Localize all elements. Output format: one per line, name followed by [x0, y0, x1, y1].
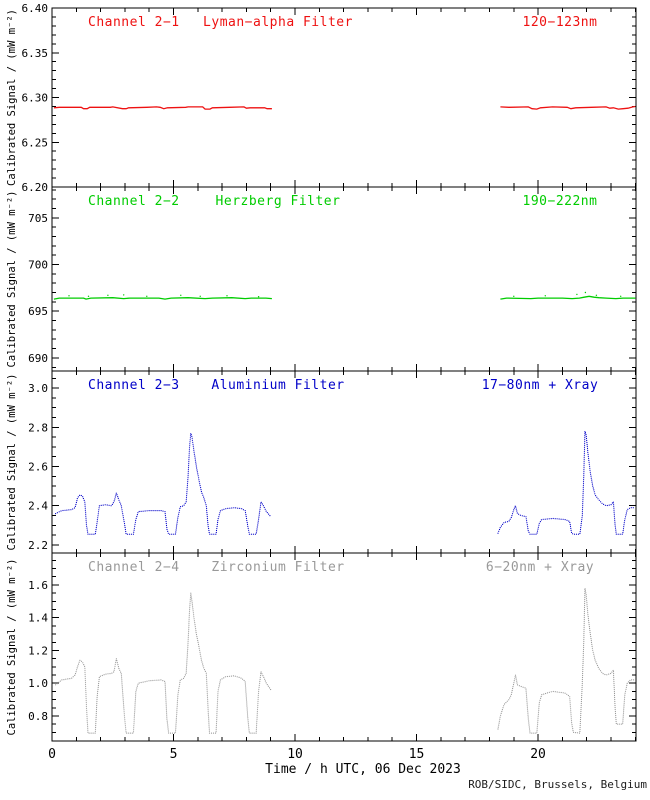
x-tick-label: 20	[530, 747, 546, 762]
y-tick-label: 6.20	[22, 181, 49, 194]
y-tick-label: 6.30	[22, 92, 49, 105]
data-series-line	[53, 297, 272, 300]
data-scatter-dot	[226, 295, 228, 297]
x-tick-label: 10	[287, 747, 303, 762]
y-tick-label: 6.35	[22, 47, 49, 60]
data-series-dots	[55, 592, 272, 734]
y-axis-title: Calibrated Signal / (mW m⁻²)	[6, 558, 18, 735]
data-series-line	[500, 105, 636, 110]
y-tick-label: 700	[28, 259, 48, 272]
panel-band-label: 120−123nm	[523, 15, 598, 30]
y-tick-label: 6.40	[22, 2, 49, 15]
y-axis-title: Calibrated Signal / (mW m⁻²)	[6, 373, 18, 550]
panel-channel-label: Channel 2−4	[88, 560, 180, 575]
panel-channel-label: Channel 2−1	[88, 15, 180, 30]
data-scatter-dot	[107, 294, 109, 296]
panel-frame	[51, 7, 637, 188]
panel-band-label: 6−20nm + Xray	[486, 560, 594, 575]
data-scatter-dot	[584, 291, 587, 294]
data-scatter-dot	[620, 295, 622, 297]
y-tick-label: 1.6	[28, 579, 48, 592]
y-axis-title: Calibrated Signal / (mW m⁻²)	[6, 190, 18, 367]
panel-filter-label: Zirconium Filter	[211, 560, 344, 575]
data-scatter-dot	[146, 295, 148, 297]
credit-text: ROB/SIDC, Brussels, Belgium	[468, 778, 647, 791]
panel-channel-label: Channel 2−2	[88, 194, 180, 209]
x-tick-label: 5	[170, 747, 178, 762]
data-series-dots	[497, 588, 635, 734]
panel-filter-label: Lyman−alpha Filter	[203, 15, 353, 30]
data-series-line	[53, 106, 272, 110]
panel-filter-label: Herzberg Filter	[216, 194, 341, 209]
panel-frame	[51, 370, 637, 554]
y-tick-label: 705	[28, 212, 48, 225]
x-tick-label: 15	[409, 747, 425, 762]
panel-band-label: 190−222nm	[523, 194, 598, 209]
data-scatter-dot	[199, 295, 201, 297]
x-axis-title: Time / h UTC, 06 Dec 2023	[265, 762, 461, 777]
data-scatter-dot	[123, 294, 125, 296]
y-tick-label: 690	[28, 352, 48, 365]
y-tick-label: 0.8	[28, 710, 48, 723]
y-tick-label: 1.2	[28, 644, 48, 657]
y-tick-label: 2.8	[28, 421, 48, 434]
panel-channel-label: Channel 2−3	[88, 378, 180, 393]
y-tick-label: 1.0	[28, 677, 48, 690]
y-tick-label: 6.25	[22, 136, 49, 149]
data-series-dots	[55, 433, 271, 535]
data-scatter-dot	[87, 295, 90, 297]
panel-frame	[51, 552, 637, 742]
panel-band-label: 17−80nm + Xray	[482, 378, 599, 393]
y-tick-label: 2.6	[28, 461, 48, 474]
y-tick-label: 3.0	[28, 382, 48, 395]
data-scatter-dot	[257, 296, 260, 298]
data-scatter-dot	[68, 295, 70, 297]
data-scatter-dot	[513, 295, 515, 297]
panel-filter-label: Aluminium Filter	[211, 378, 344, 393]
data-series-dots	[497, 431, 634, 535]
x-tick-label: 0	[48, 747, 56, 762]
panel-frame	[51, 186, 637, 372]
data-scatter-dot	[576, 293, 578, 296]
y-axis-title: Calibrated Signal / (mW m⁻²)	[6, 9, 18, 186]
y-tick-label: 1.4	[28, 612, 48, 625]
data-series-line	[500, 295, 636, 300]
y-tick-label: 2.2	[28, 539, 48, 552]
y-tick-label: 695	[28, 305, 48, 318]
y-tick-label: 2.4	[28, 500, 48, 513]
data-scatter-dot	[544, 295, 546, 297]
data-scatter-dot	[595, 294, 598, 296]
data-scatter-dot	[180, 294, 182, 296]
